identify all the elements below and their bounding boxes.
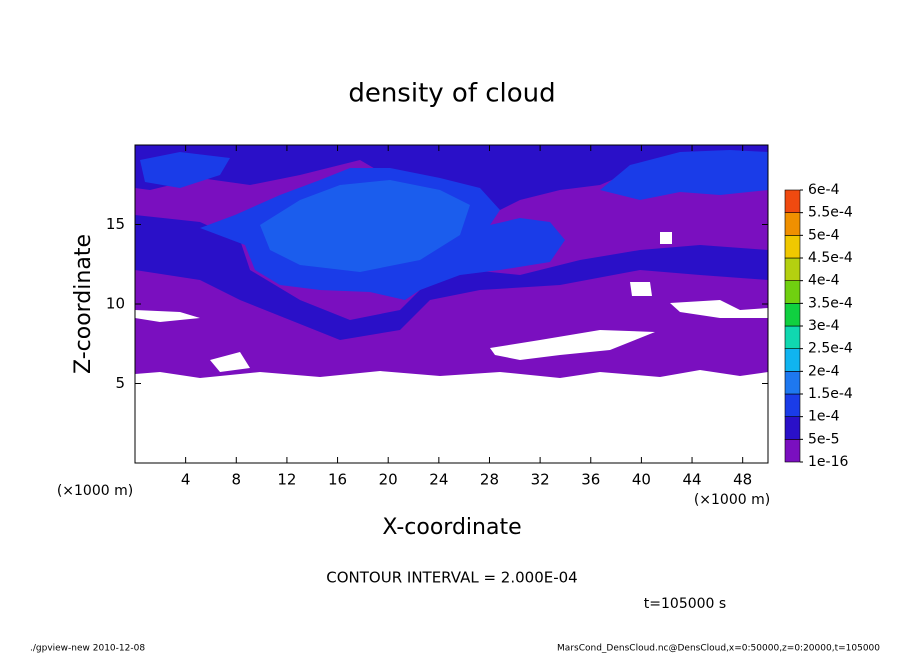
colorbar-box <box>784 257 801 281</box>
field-hole <box>490 330 655 360</box>
colorbar-box <box>784 325 801 349</box>
time-label: t=105000 s <box>644 596 726 612</box>
x-tick-label: 40 <box>632 471 651 489</box>
y-tick-label: 15 <box>106 215 125 233</box>
x-tick-label: 4 <box>181 471 191 489</box>
y-axis-label: Z-coordinate <box>71 234 96 374</box>
y-tick-label: 10 <box>106 295 125 313</box>
footer-left: ./gpview-new 2010-12-08 <box>30 644 145 654</box>
colorbar-label: 4.5e-4 <box>808 250 853 266</box>
field-blue <box>260 180 470 272</box>
colorbar-label: 2e-4 <box>808 363 840 379</box>
footer-right: MarsCond_DensCloud.nc@DensCloud,x=0:5000… <box>557 644 880 654</box>
colorbar-label: 5.5e-4 <box>808 205 853 221</box>
colorbar-label: 5e-5 <box>808 431 839 447</box>
colorbar-label: 3e-4 <box>808 318 840 334</box>
colorbar-box <box>784 371 801 395</box>
x-tick-label: 16 <box>328 471 347 489</box>
chart-title: density of cloud <box>348 79 555 109</box>
colorbar-box <box>784 416 801 440</box>
field-blue <box>600 150 768 200</box>
field-hole <box>670 300 768 318</box>
field-blue <box>140 152 230 188</box>
field-dark-blue <box>135 145 768 210</box>
field-hole <box>630 282 652 296</box>
colorbar-box <box>784 303 801 327</box>
colorbar-label: 5e-4 <box>808 227 840 243</box>
x-tick-label: 20 <box>379 471 398 489</box>
colorbar-label: 1e-4 <box>808 409 840 425</box>
x-tick-label: 36 <box>581 471 600 489</box>
colorbar-label: 6e-4 <box>808 182 840 198</box>
x-units: (×1000 m) <box>694 492 770 508</box>
field-hole <box>210 352 250 372</box>
contour-field <box>135 145 768 378</box>
x-tick-label: 48 <box>733 471 752 489</box>
colorbar-box <box>784 235 801 259</box>
y-units: (×1000 m) <box>57 483 133 499</box>
field-hole <box>135 310 200 322</box>
colorbar-label: 4e-4 <box>808 273 840 289</box>
colorbar-label: 2.5e-4 <box>808 341 853 357</box>
x-tick-label: 24 <box>429 471 448 489</box>
x-tick-label: 28 <box>480 471 499 489</box>
x-tick-label: 44 <box>682 471 701 489</box>
x-tick-label: 8 <box>232 471 242 489</box>
colorbar-label: 3.5e-4 <box>808 295 853 311</box>
colorbar-box <box>784 212 801 236</box>
colorbar-box <box>784 348 801 372</box>
colorbar-label: 1e-16 <box>808 454 848 470</box>
colorbar-label: 1.5e-4 <box>808 386 853 402</box>
x-tick-label: 12 <box>277 471 296 489</box>
colorbar-box <box>784 439 801 463</box>
x-axis-label: X-coordinate <box>382 515 521 540</box>
contour-interval: CONTOUR INTERVAL = 2.000E-04 <box>326 569 577 587</box>
x-tick-label: 32 <box>531 471 550 489</box>
colorbar-box <box>784 280 801 304</box>
y-tick-label: 5 <box>115 374 125 392</box>
field-hole <box>660 232 672 244</box>
colorbar-box <box>784 189 801 213</box>
colorbar-box <box>784 393 801 417</box>
